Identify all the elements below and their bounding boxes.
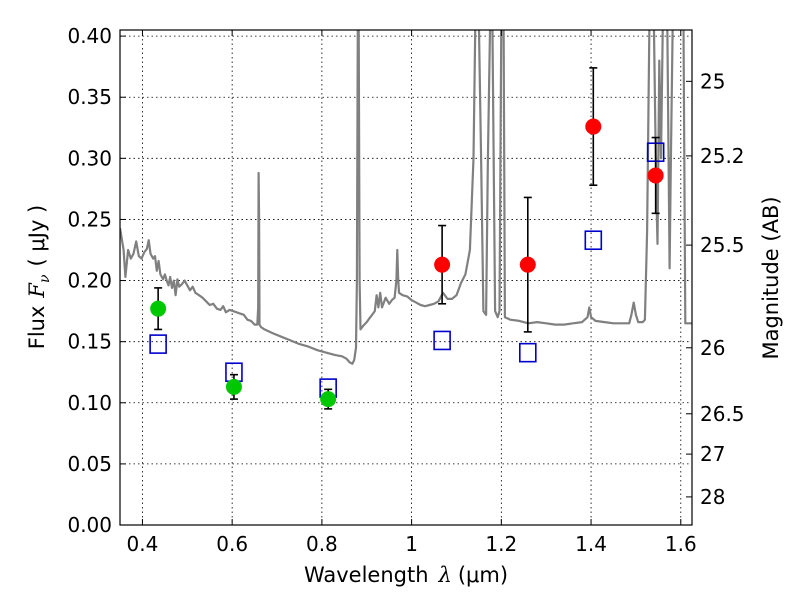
plot-frame	[119, 29, 693, 526]
y-tick-label: 0.30	[67, 146, 112, 170]
y-tick-label: 0.05	[67, 452, 112, 476]
data-point	[320, 391, 337, 408]
model-square-marker	[149, 334, 167, 354]
data-point	[434, 256, 451, 273]
y-axis-label: Flux Fν ( μJy )	[25, 205, 53, 349]
y-tick-label: 0.00	[67, 513, 112, 537]
y-axis-label-symbol: F	[25, 282, 49, 299]
model-square-marker	[433, 330, 451, 351]
y-tick-label: 0.20	[67, 269, 112, 293]
y2-tick-label: 25	[700, 69, 725, 93]
data-point	[519, 256, 536, 273]
x-tick-label: 1.2	[485, 532, 517, 556]
y-tick-label: 0.10	[67, 391, 112, 415]
grid-lines	[120, 30, 692, 526]
y-tick-label: 0.35	[67, 85, 112, 109]
y2-tick-label: 25.2	[700, 144, 745, 168]
y2-axis-label: Magnitude (AB)	[759, 196, 783, 359]
y2-tick-label: 27	[700, 442, 725, 466]
data-point	[647, 167, 664, 184]
x-axis-label-symbol: λ	[438, 563, 452, 587]
x-axis-label-unit: (μm)	[458, 563, 508, 587]
x-tick-label: 1.6	[665, 532, 697, 556]
y2-tick-label: 26	[700, 336, 725, 360]
data-point	[585, 118, 602, 135]
y-axis-label-subscript: ν	[37, 274, 53, 283]
y2-tick-label: 26.5	[700, 402, 745, 426]
y-axis-label-main: Flux	[25, 306, 49, 350]
y2-tick-label: 28	[700, 485, 725, 509]
data-point	[225, 378, 242, 395]
x-tick-label: 0.6	[216, 532, 248, 556]
spectrum-line	[120, 30, 692, 365]
data-point	[150, 300, 167, 317]
x-tick-label: 0.8	[306, 532, 338, 556]
model-square-marker	[584, 230, 603, 251]
x-tick-label: 0.4	[127, 532, 159, 556]
spectrum-series	[120, 30, 692, 365]
y-tick-label: 0.25	[67, 207, 112, 231]
x-tick-label: 1.4	[575, 532, 607, 556]
x-axis-label: Wavelength λ (μm)	[304, 563, 508, 587]
y-tick-label: 0.15	[67, 330, 112, 354]
y-tick-label: 0.40	[67, 24, 112, 48]
axis-ticks: 0.4 0.6 0.8 1 1.2 1.4 1.6 0.00 0.05 0.10 0.15 0.20 0…	[67, 24, 744, 556]
y-axis-label-unit: ( μJy )	[25, 205, 49, 267]
x-tick-label: 1	[405, 532, 418, 556]
photometry-markers	[149, 67, 665, 410]
x-axis-label-main: Wavelength	[304, 563, 429, 587]
y2-tick-label: 25.5	[700, 233, 745, 257]
model-square-marker	[519, 342, 537, 363]
